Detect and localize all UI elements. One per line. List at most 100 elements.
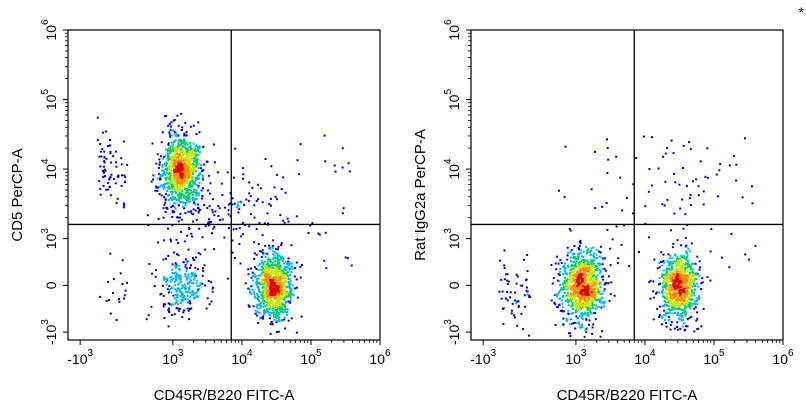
event-dot	[666, 296, 669, 299]
event-dot	[186, 199, 188, 202]
event-dot	[208, 192, 211, 195]
event-dot	[280, 284, 283, 287]
event-dot	[256, 310, 259, 313]
event-dot	[526, 254, 529, 256]
event-dot	[213, 214, 216, 217]
event-dot	[176, 161, 179, 164]
event-dot	[184, 156, 187, 159]
event-dot	[285, 301, 288, 304]
event-dot	[256, 306, 259, 309]
event-dot	[196, 153, 199, 156]
event-dot	[526, 293, 529, 296]
event-dot	[172, 156, 174, 159]
event-dot	[582, 261, 585, 264]
event-dot	[197, 268, 199, 271]
event-dot	[171, 173, 174, 176]
event-dot	[587, 268, 590, 270]
event-dot	[110, 173, 113, 176]
event-dot	[268, 302, 271, 305]
event-dot	[594, 207, 597, 210]
event-dot	[183, 143, 186, 146]
event-dot	[279, 289, 282, 292]
event-dot	[253, 258, 256, 260]
event-dot	[669, 274, 672, 277]
event-dot	[174, 276, 177, 279]
event-dot	[284, 266, 287, 269]
event-dot	[178, 195, 181, 198]
event-dot	[180, 143, 182, 146]
event-dot	[165, 148, 168, 151]
event-dot	[283, 292, 286, 295]
event-dot	[668, 296, 670, 299]
event-dot	[282, 176, 285, 179]
event-dot	[170, 141, 173, 144]
event-dot	[176, 149, 179, 152]
event-dot	[595, 286, 598, 289]
event-dot	[273, 296, 276, 299]
event-dot	[691, 270, 694, 273]
event-dot	[192, 208, 195, 211]
event-dot	[664, 280, 667, 283]
event-dot	[688, 265, 691, 268]
event-dot	[562, 283, 565, 285]
event-dot	[171, 190, 174, 193]
event-dot	[170, 159, 173, 162]
event-dot	[309, 224, 312, 227]
event-dot	[176, 177, 179, 180]
event-dot	[120, 184, 123, 187]
event-dot	[286, 217, 289, 220]
event-dot	[273, 186, 276, 189]
event-dot	[166, 207, 169, 210]
event-dot	[276, 298, 279, 301]
event-dot	[176, 153, 179, 156]
event-dot	[674, 298, 677, 301]
event-dot	[502, 307, 505, 310]
event-dot	[183, 163, 186, 166]
event-dot	[284, 261, 287, 264]
event-dot	[687, 288, 690, 291]
event-dot	[191, 198, 194, 201]
event-dot	[174, 133, 177, 135]
event-dot	[273, 315, 275, 318]
event-dot	[279, 287, 282, 290]
event-dot	[690, 294, 693, 297]
event-dot	[581, 283, 584, 286]
event-dot	[665, 297, 668, 300]
event-dot	[277, 286, 280, 289]
event-dot	[186, 294, 189, 297]
event-dot	[691, 275, 694, 278]
event-dot	[594, 266, 597, 269]
event-dot	[268, 271, 271, 274]
event-dot	[253, 216, 256, 219]
event-dot	[173, 176, 176, 179]
event-dot	[277, 292, 280, 295]
event-dot	[207, 280, 210, 282]
event-dot	[190, 185, 193, 188]
event-dot	[189, 185, 192, 188]
event-dot	[581, 314, 584, 317]
event-dot	[261, 316, 264, 319]
event-dot	[174, 148, 177, 151]
event-dot	[181, 126, 184, 129]
event-dot	[667, 290, 670, 293]
event-dot	[166, 277, 169, 280]
event-dot	[101, 131, 104, 134]
event-dot	[169, 196, 172, 199]
event-dot	[662, 155, 665, 158]
event-dot	[577, 265, 580, 268]
event-dot	[652, 280, 655, 283]
event-dot	[648, 281, 651, 284]
event-dot	[579, 292, 582, 295]
event-dot	[109, 194, 112, 197]
event-dot	[585, 331, 588, 334]
event-dot	[260, 280, 263, 283]
event-dot	[686, 266, 689, 269]
event-dot	[169, 288, 172, 290]
event-dot	[256, 294, 259, 297]
event-dot	[592, 264, 595, 267]
event-dot	[607, 282, 610, 285]
event-dot	[581, 323, 584, 326]
event-dot	[580, 263, 582, 266]
event-dot	[671, 278, 674, 281]
event-dot	[183, 134, 186, 137]
